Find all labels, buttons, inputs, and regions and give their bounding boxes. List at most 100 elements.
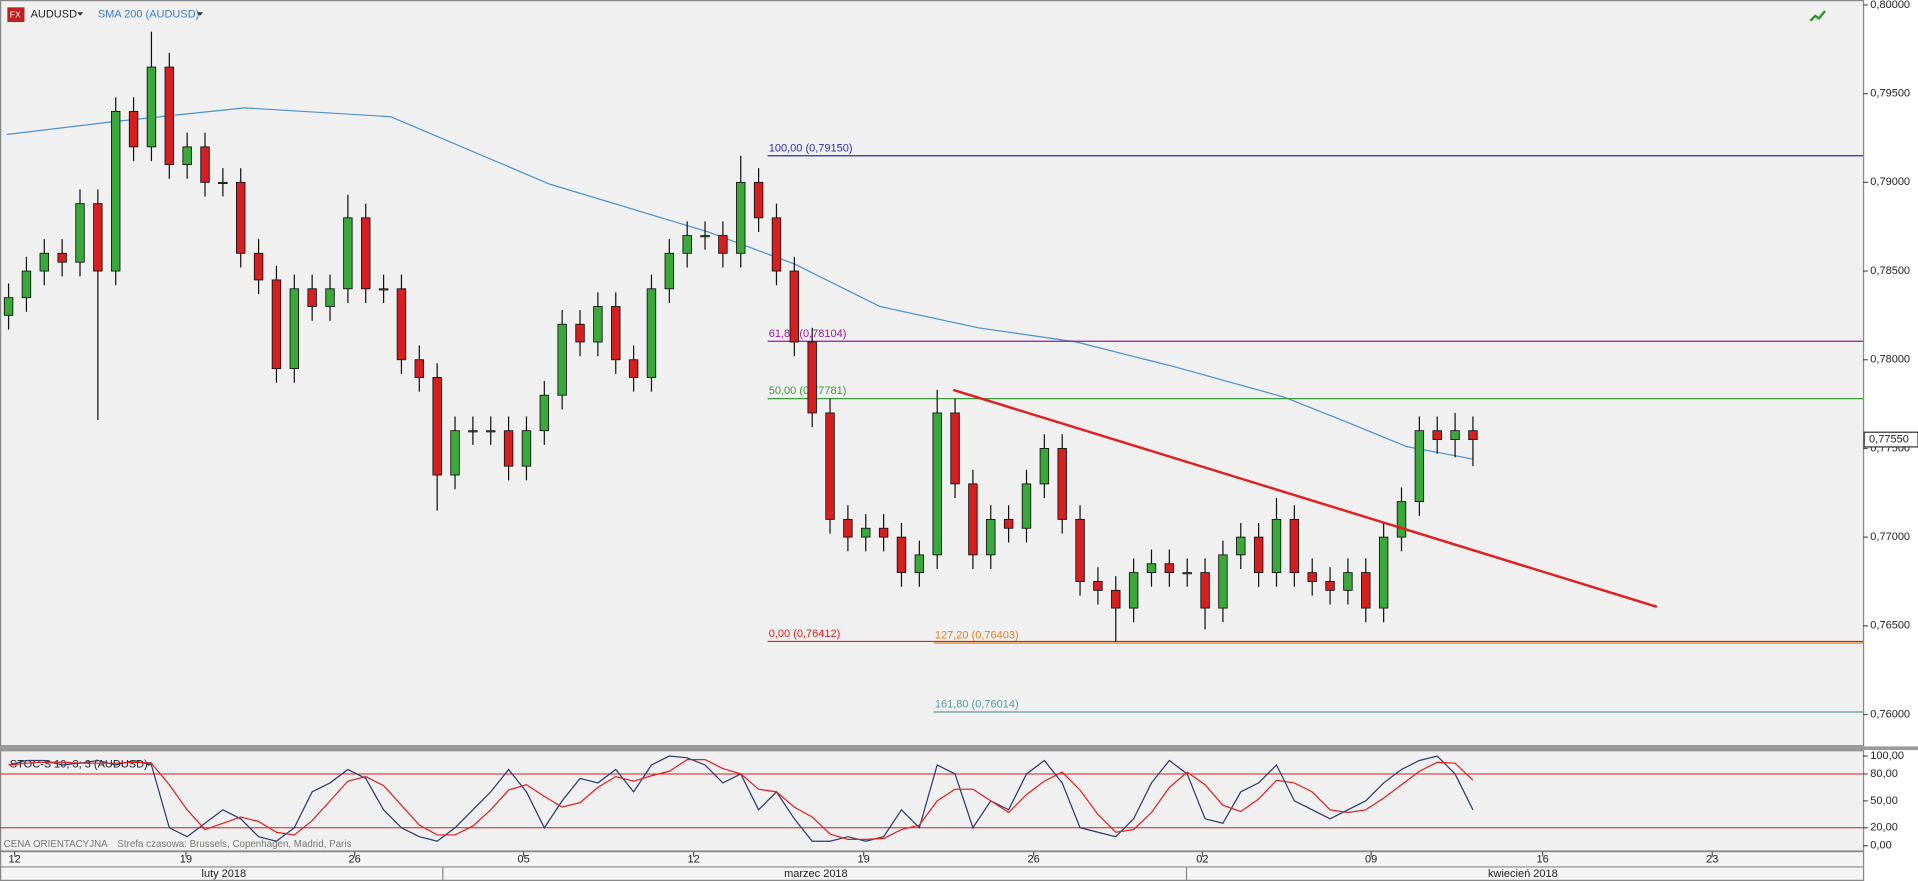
candle-body (39, 252, 49, 272)
candle-body (896, 536, 907, 574)
last-price-label: 0,77550 (1869, 433, 1909, 445)
candle-body (57, 252, 67, 263)
candle-body (1111, 589, 1121, 609)
y-tick-label: 0,79500 (1870, 88, 1910, 100)
candle-body (611, 306, 621, 361)
candle-body (1289, 518, 1300, 574)
candle-body (396, 288, 407, 361)
candle-body (1128, 572, 1139, 609)
candle-body (486, 430, 496, 433)
y-tick-label: 0,78000 (1870, 354, 1910, 366)
candle-body (575, 323, 585, 343)
candle-body (3, 297, 14, 316)
candle-body (593, 306, 603, 343)
candle-body (789, 270, 800, 343)
candle-body (111, 110, 121, 272)
candle-body (1200, 572, 1210, 609)
x-tick-label: 12 (687, 853, 699, 865)
candle-body (218, 181, 228, 185)
candle-body (432, 377, 442, 476)
candle-body (1075, 518, 1085, 582)
candle-body (503, 430, 514, 467)
candle-body (807, 341, 817, 414)
y-tick-label: 0,76500 (1870, 620, 1910, 632)
footer-timezone: Strefa czasowa: Brussels, Copenhagen, Ma… (117, 839, 351, 850)
stoch-pane (0, 750, 1865, 852)
pane-splitter (0, 746, 1918, 751)
fib-label: 100,00 (0,79150) (769, 142, 853, 154)
candle-body (75, 203, 85, 263)
fib-label: 127,20 (0,76403) (935, 630, 1019, 642)
candle-body (1057, 448, 1067, 520)
candle-body (253, 252, 264, 281)
x-tick-label: 26 (349, 853, 361, 865)
candle-body (736, 181, 746, 254)
stoch-title[interactable]: STOC-S 10; 3; 3 (AUDUSD) (10, 759, 148, 771)
stoch-y-tick-label: 20,00 (1870, 822, 1898, 834)
month-label: kwiecień 2018 (1488, 868, 1558, 880)
dropdown-arrow[interactable] (196, 12, 204, 16)
candle-body (861, 527, 871, 538)
footer-price-type: CENA ORIENTACYJNA (4, 839, 108, 850)
candle-body (1146, 563, 1157, 574)
candle-body (1378, 536, 1389, 609)
candle-body (1253, 536, 1264, 574)
candle-body (628, 359, 639, 378)
candle-body (1093, 581, 1103, 591)
candle-body (1414, 430, 1425, 503)
candle-body (1343, 572, 1353, 591)
candle-body (1450, 430, 1460, 440)
x-tick-label: 26 (1028, 853, 1040, 865)
candle-body (1021, 483, 1032, 529)
fib-label: 61,80 (0,78104) (769, 328, 847, 340)
sma-line (6, 107, 1474, 460)
candle-body (93, 203, 103, 272)
x-tick-label: 05 (517, 853, 529, 865)
fib-label: 0,00 (0,76412) (769, 628, 841, 640)
candle-body (521, 430, 532, 467)
candle-body (1182, 572, 1192, 575)
symbol[interactable]: AUDUSD (31, 9, 77, 21)
candle-body (271, 279, 282, 370)
candle-body (753, 181, 764, 219)
month-label: luty 2018 (202, 868, 247, 880)
candle-body (664, 252, 675, 290)
candle-body (1432, 430, 1442, 440)
y-tick-label: 0,77000 (1870, 531, 1910, 543)
y-tick-label: 0,76000 (1870, 708, 1910, 720)
candle-body (539, 394, 550, 432)
candle-body (450, 430, 460, 476)
candle-body (21, 270, 32, 299)
candle-body (646, 288, 657, 378)
candle-body (325, 288, 335, 307)
x-tick-label: 02 (1196, 853, 1208, 865)
candle-body (289, 288, 300, 370)
candle-body (986, 518, 996, 556)
y-tick-label: 0,78500 (1870, 265, 1910, 277)
y-tick-label: 0,80000 (1870, 0, 1910, 11)
y-tick-label: 0,79000 (1870, 176, 1910, 188)
candle-body (468, 430, 478, 433)
candle-body (843, 518, 853, 538)
fx-icon-text: FX (10, 10, 21, 20)
candle-body (682, 235, 692, 254)
candle-body (968, 483, 978, 556)
candle-body (378, 288, 389, 291)
candle-body (128, 110, 139, 148)
sma-label[interactable]: SMA 200 (AUDUSD) (98, 9, 199, 21)
dropdown-arrow[interactable] (77, 12, 84, 16)
candle-body (718, 235, 728, 254)
x-tick-label: 19 (857, 853, 869, 865)
month-label: marzec 2018 (784, 868, 848, 880)
candle-body (164, 66, 175, 166)
candle-body (1468, 430, 1478, 440)
candle-body (1236, 536, 1246, 556)
candle-body (200, 146, 210, 183)
candle-body (146, 66, 157, 148)
x-tick-label: 12 (9, 853, 21, 865)
x-tick-label: 19 (180, 853, 192, 865)
candle-body (878, 527, 889, 538)
candle-body (307, 288, 317, 307)
trend-icon[interactable] (1809, 10, 1826, 22)
